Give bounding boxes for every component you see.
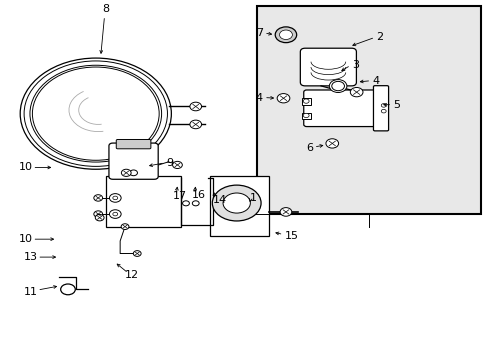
Text: 4: 4 [255,93,263,103]
Text: 16: 16 [191,190,205,200]
Circle shape [280,208,291,216]
Circle shape [277,94,289,103]
Circle shape [129,170,137,176]
Circle shape [325,139,338,148]
Text: 10: 10 [19,234,33,244]
Text: 1: 1 [249,193,256,203]
Circle shape [94,195,102,201]
Circle shape [113,212,118,216]
FancyBboxPatch shape [109,143,158,179]
Text: 12: 12 [125,270,139,280]
Circle shape [32,67,159,160]
Circle shape [189,120,201,129]
Circle shape [279,30,292,40]
Text: 4: 4 [371,76,379,86]
Circle shape [329,80,346,93]
Circle shape [121,169,131,176]
Text: 6: 6 [305,143,312,153]
Text: 2: 2 [375,32,383,42]
Circle shape [94,211,102,217]
FancyBboxPatch shape [303,90,380,127]
FancyBboxPatch shape [300,48,356,86]
Circle shape [121,224,129,229]
Circle shape [189,102,201,111]
FancyBboxPatch shape [373,86,388,131]
Circle shape [381,104,386,107]
Text: 14: 14 [212,195,226,205]
Text: 5: 5 [392,100,399,110]
Text: 13: 13 [24,252,38,262]
Circle shape [303,113,308,118]
Circle shape [109,210,121,219]
Text: 15: 15 [284,231,298,240]
Circle shape [223,193,250,213]
Circle shape [212,185,261,221]
Circle shape [109,194,121,202]
Circle shape [381,109,386,113]
Circle shape [275,27,296,42]
Circle shape [113,196,118,200]
Bar [301,98,310,105]
Circle shape [182,201,189,206]
Bar [105,176,181,226]
Circle shape [331,81,344,91]
Text: 3: 3 [351,60,358,70]
Text: 8: 8 [102,4,109,14]
Text: 7: 7 [255,28,263,38]
Circle shape [133,251,141,256]
Bar [210,176,268,235]
Text: 9: 9 [166,158,173,168]
FancyBboxPatch shape [116,139,151,149]
Text: 11: 11 [24,287,38,297]
Circle shape [172,161,182,168]
Text: 10: 10 [19,162,33,172]
Bar [301,113,310,119]
Text: 17: 17 [172,191,186,201]
Circle shape [349,87,362,97]
Circle shape [303,99,308,103]
Bar [256,6,480,214]
Circle shape [192,201,199,206]
Circle shape [95,215,104,221]
